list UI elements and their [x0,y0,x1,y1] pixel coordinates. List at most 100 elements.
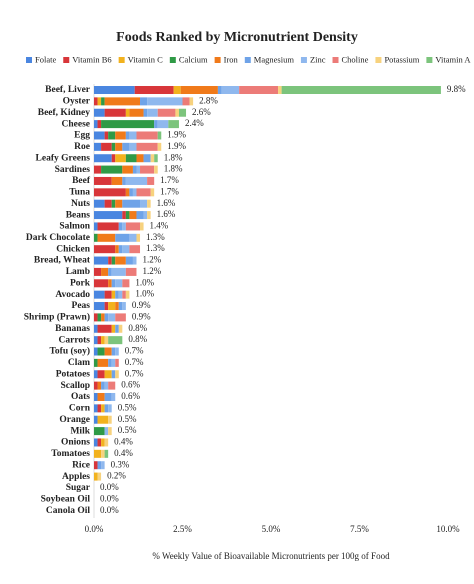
x-tick-label: 10.0% [436,524,460,534]
bar-segment [180,86,218,94]
bar-segment [97,313,102,322]
bar-segment [111,370,116,379]
total-label: 0.8% [128,334,147,344]
total-label: 1.3% [146,243,165,253]
bar-segment [136,233,141,242]
category-label: Chicken [56,244,91,254]
bar-segment [94,86,135,94]
category-label: Orange [59,415,90,425]
bar-segment [157,142,162,151]
bar-segment [147,211,151,220]
bar-segment [94,472,98,481]
category-label: Soybean Oil [41,495,91,505]
bar-segment [122,142,130,151]
bar-segment [101,438,105,447]
x-tick-label: 5.0% [262,524,281,534]
bar-segment [111,267,126,276]
bar-segment [122,302,126,311]
bar-segment [94,256,109,265]
bar-segment [136,188,151,197]
bar-segment [122,279,130,288]
legend-label: Vitamin B6 [72,54,111,64]
category-label: Cheese [62,119,91,129]
category-label: Shrimp (Prawn) [24,312,90,323]
total-label: 1.6% [157,209,176,219]
total-label: 0.6% [121,391,140,401]
category-label: Roe [74,142,90,152]
total-label: 9.8% [447,84,466,94]
total-label: 0.5% [118,414,137,424]
bar-segment [97,222,119,231]
bar-segment [129,233,137,242]
bar-segment [154,154,158,163]
bar-segment [94,427,105,436]
category-label: Beef [72,176,91,186]
bar-segment [239,86,279,94]
total-label: 1.8% [164,164,183,174]
bar-segment [94,461,98,470]
category-label: Scallop [60,381,90,391]
total-label: 0.8% [128,323,147,333]
bar-segment [97,336,102,345]
bar-segment [154,120,158,129]
category-label: Pork [70,278,91,288]
bar-segment [108,381,116,390]
bar-segment [125,290,130,299]
bar-segment [108,415,112,424]
bar-segment [94,131,105,140]
bar-segment [111,154,116,163]
bar-segment [97,97,102,106]
bar-segment [136,165,141,174]
bar-segment [140,165,155,174]
legend-swatch [300,57,307,63]
bar-segment [154,165,158,174]
bar-segment [115,324,119,333]
bar-segment [136,154,144,163]
bar-segment [132,188,137,197]
bar-segment [125,176,148,185]
bar-segment [94,336,98,345]
bar-segment [94,245,116,254]
bar-segment [125,131,130,140]
bar-segment [101,336,105,345]
total-label: 0.9% [132,311,151,321]
bar-segment [104,302,109,311]
legend-label: Choline [342,54,369,64]
total-label: 0.3% [111,459,130,469]
bar-segment [97,404,102,413]
bar-segment [115,290,119,299]
legend-swatch [169,57,176,63]
bar-segment [150,154,155,163]
bar-segment [122,165,133,174]
bar-segment [129,142,137,151]
bar-segment [115,131,126,140]
bar-segment [104,370,112,379]
bar-segment [101,267,109,276]
bar-segment [136,142,158,151]
bar-segment [94,370,98,379]
bar-segment [140,97,148,106]
bar-segment [94,449,102,458]
bar-segment [111,324,116,333]
x-tick-label: 0.0% [85,524,104,534]
total-label: 1.9% [167,130,186,140]
bar-segment [97,381,102,390]
total-label: 0.4% [114,437,133,447]
bar-segment [189,97,194,106]
bar-segment [101,404,105,413]
total-label: 1.2% [142,266,161,276]
bar-segment [97,233,116,242]
bar-segment [125,267,137,276]
bar-segment [94,302,105,311]
bar-segment [108,313,116,322]
bar-segment [115,279,123,288]
bar-segment [129,211,137,220]
bar-segment [175,108,179,117]
total-label: 0.0% [100,482,119,492]
bar-segment [104,108,126,117]
bar-segment [147,199,151,208]
bar-segment [97,120,102,129]
bar-segment [94,324,98,333]
bar-segment [101,461,105,470]
bar-segment [122,222,126,231]
